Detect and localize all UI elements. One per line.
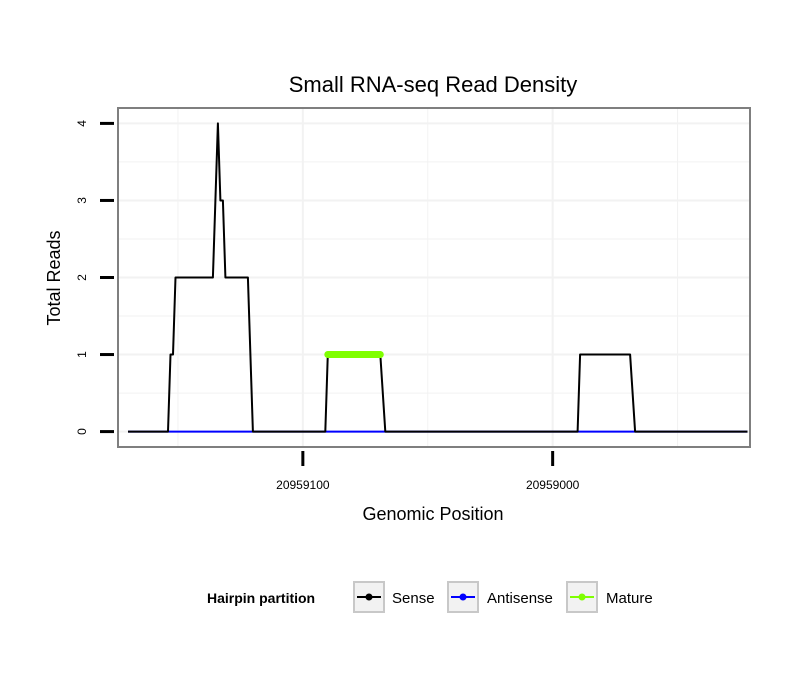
x-axis: 20959100 20959000 [276, 451, 580, 492]
legend-item-mature: Mature [566, 581, 653, 613]
data-series [128, 122, 748, 433]
x-tick-label: 20959000 [526, 478, 580, 492]
y-tick-label: 0 [75, 428, 89, 435]
y-tick-label: 1 [75, 351, 89, 358]
legend-item-antisense: Antisense [447, 581, 553, 613]
y-axis: 0 1 2 3 4 [75, 120, 114, 435]
chart-title: Small RNA-seq Read Density [289, 72, 578, 97]
x-axis-title: Genomic Position [362, 504, 503, 524]
legend-title: Hairpin partition [207, 590, 315, 606]
legend-key-dot-mature [578, 593, 586, 601]
y-axis-title: Total Reads [44, 230, 64, 325]
legend-key-dot-sense [365, 593, 373, 601]
legend-label-antisense: Antisense [487, 590, 553, 607]
y-tick-label: 3 [75, 197, 89, 204]
y-tick-label: 4 [75, 120, 89, 127]
legend-key-dot-antisense [459, 593, 467, 601]
plot-panel-border [117, 107, 751, 448]
series-line-sense [128, 122, 748, 433]
legend-item-sense: Sense [353, 581, 435, 613]
legend: Hairpin partition Sense Antisense Mature [207, 581, 653, 613]
legend-label-mature: Mature [606, 590, 653, 607]
x-tick-label: 20959100 [276, 478, 330, 492]
legend-label-sense: Sense [392, 590, 435, 607]
y-tick-label: 2 [75, 274, 89, 281]
